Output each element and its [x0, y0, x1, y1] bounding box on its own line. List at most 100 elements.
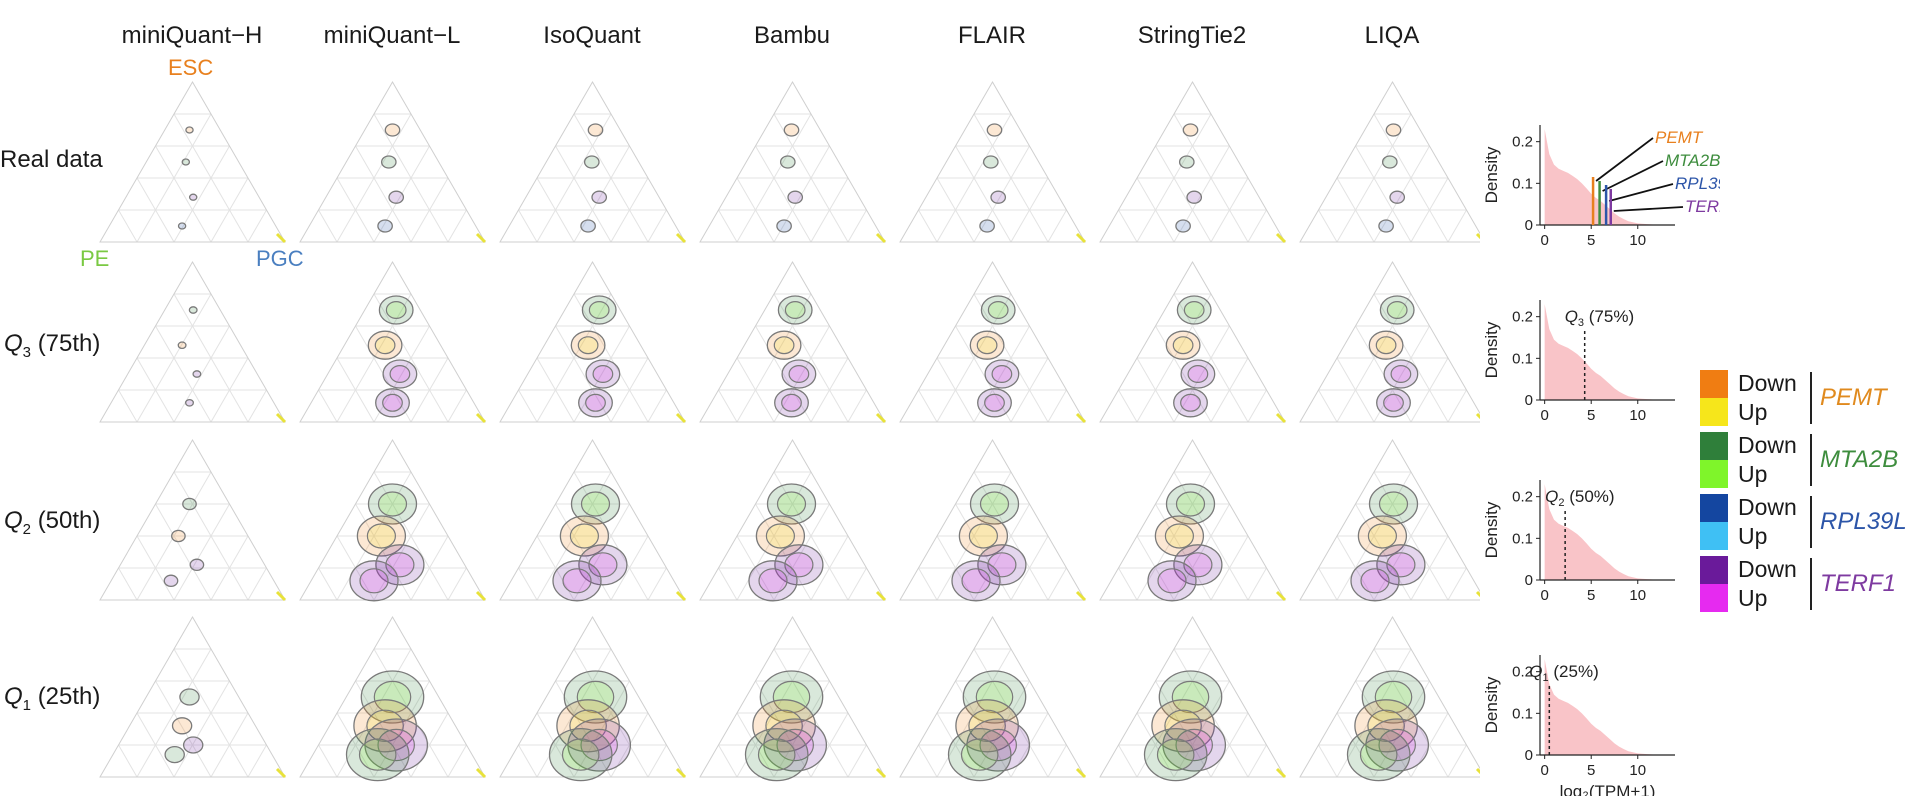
- density-contour: [1376, 388, 1411, 418]
- density-contour: [588, 301, 610, 320]
- grid-line: [1336, 113, 1412, 243]
- edge-marker: [675, 232, 687, 244]
- density-contour: [378, 295, 414, 325]
- density-contour: [360, 670, 425, 724]
- method-title: LIQA: [1364, 22, 1420, 49]
- grid-line: [1318, 744, 1338, 778]
- grid-line: [955, 325, 1012, 423]
- x-tick-label: 5: [1587, 232, 1595, 249]
- density-contour: [758, 568, 788, 594]
- density-contour: [1375, 336, 1397, 355]
- density-contour: [177, 222, 187, 230]
- density-contour: [987, 301, 1009, 320]
- density-contour: [163, 574, 179, 588]
- ternary-panel: [99, 81, 287, 244]
- density-contour: [388, 190, 405, 204]
- grid-line: [973, 503, 1030, 601]
- density-contour: [779, 155, 796, 169]
- density-contour: [1180, 393, 1201, 412]
- density-contour: [765, 709, 803, 743]
- row-quantile-index: 1: [22, 696, 32, 714]
- density-contour: [576, 680, 615, 714]
- grid-line: [1047, 389, 1067, 423]
- grid-line: [736, 113, 812, 243]
- density-contour: [766, 483, 817, 525]
- density-contour: [1187, 365, 1209, 384]
- grid-line: [1318, 567, 1338, 601]
- grid-line: [518, 567, 538, 601]
- y-tick-label: 0.1: [1512, 705, 1533, 722]
- density-contour: [991, 365, 1013, 384]
- grid-line: [136, 471, 212, 601]
- gene-marker-label: MTA2B: [1665, 151, 1720, 170]
- grid-line: [647, 389, 667, 423]
- edge-marker: [875, 590, 887, 602]
- grid-line: [247, 209, 267, 243]
- grid-line: [973, 680, 1030, 778]
- grid-line: [173, 648, 249, 778]
- y-tick-label: 0: [1525, 572, 1533, 589]
- density-contour: [569, 709, 607, 743]
- grid-line: [918, 389, 938, 423]
- row-quantile-pct: (25th): [37, 683, 101, 710]
- density-contour: [375, 544, 425, 586]
- vertex-label-esc: ESC: [168, 55, 214, 80]
- density-contour: [364, 718, 429, 772]
- legend-swatch-pemt-up: [1700, 398, 1728, 426]
- grid-line: [136, 293, 212, 423]
- density-contour: [772, 680, 811, 714]
- y-tick-label: 0.1: [1512, 530, 1533, 547]
- density-contour: [744, 727, 809, 782]
- legend-gene-terf1: TERF1: [1820, 570, 1897, 597]
- density-contour: [548, 727, 613, 782]
- density-contour: [1379, 295, 1415, 325]
- legend-down-label: Down: [1738, 432, 1797, 458]
- density-area: [1544, 659, 1675, 755]
- density-contour: [1346, 727, 1411, 782]
- ternary-panel: [699, 261, 887, 424]
- grid-line: [173, 293, 249, 423]
- density-contour: [385, 301, 407, 320]
- density-contour: [1178, 155, 1195, 169]
- grid-line: [247, 744, 267, 778]
- grid-line: [1047, 567, 1067, 601]
- grid-line: [573, 145, 630, 243]
- grid-line: [1373, 648, 1449, 778]
- density-contour: [984, 359, 1020, 389]
- density-contour: [1164, 709, 1202, 743]
- density-contour: [1385, 123, 1402, 137]
- grid-line: [1447, 389, 1467, 423]
- gene-marker-label: RPL39L: [1675, 174, 1720, 193]
- density-contour: [367, 330, 403, 360]
- row-quantile-pct: (50th): [37, 507, 101, 534]
- density-contour: [580, 491, 611, 517]
- edge-marker: [875, 412, 887, 424]
- density-contour: [189, 558, 205, 572]
- density-contour: [577, 336, 599, 355]
- grid-line: [1336, 648, 1412, 778]
- density-panel: 0 0.1 0.2 0 5 10 Density Q3 (75%): [1482, 300, 1675, 424]
- grid-line: [355, 145, 412, 243]
- density-contour: [1175, 728, 1214, 762]
- edge-marker: [1075, 232, 1087, 244]
- density-contour: [1383, 393, 1404, 412]
- ternary-panel: [899, 616, 1087, 782]
- grid-line: [173, 145, 230, 243]
- grid-line: [918, 567, 938, 601]
- method-title: miniQuant−L: [323, 22, 461, 49]
- ternary-outline: [1099, 439, 1286, 601]
- grid-line: [936, 293, 1012, 423]
- grid-line: [536, 293, 612, 423]
- grid-line: [1447, 209, 1467, 243]
- ternary-outline: [1299, 81, 1480, 243]
- density-contour: [182, 736, 204, 754]
- density-contour: [580, 728, 619, 762]
- grid-line: [1118, 567, 1138, 601]
- ternary-panel: [1299, 261, 1480, 423]
- density-contour: [358, 738, 397, 771]
- density-contour: [1365, 718, 1430, 772]
- grid-line: [1373, 293, 1449, 423]
- density-contour: [179, 688, 200, 706]
- density-contour: [977, 388, 1012, 418]
- ternary-panel: [99, 261, 287, 424]
